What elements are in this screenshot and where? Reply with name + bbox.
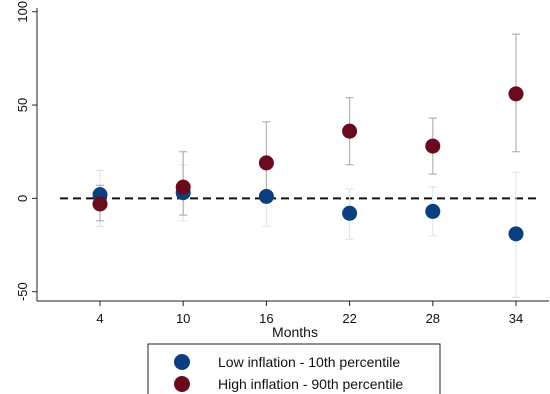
x-tick-label: 22 [342,311,356,326]
data-point-high-inflation [175,179,191,195]
data-point-high-inflation [508,86,524,102]
y-tick-label: 50 [15,98,30,112]
data-point-high-inflation [258,155,274,171]
data-point-low-inflation [258,188,274,204]
x-tick-label: 10 [176,311,190,326]
x-tick-label: 34 [509,311,523,326]
legend-box [147,343,441,394]
y-tick-label: 100 [15,1,30,23]
legend-marker-low-inflation [174,354,190,370]
data-point-high-inflation [92,196,108,212]
data-point-low-inflation [342,205,358,221]
legend-label-high-inflation: High inflation - 90th percentile [218,376,403,392]
legend-label-low-inflation: Low inflation - 10th percentile [218,354,400,370]
legend-marker-high-inflation [174,376,190,392]
y-tick-label: -50 [15,282,30,301]
data-point-low-inflation [425,203,441,219]
legend: Low inflation - 10th percentile High inf… [147,343,441,394]
data-point-high-inflation [425,138,441,154]
plot-area: -50 0 50 100 4 10 16 22 28 34 [15,1,549,326]
y-tick-label: 0 [15,195,30,202]
x-tick-label: 16 [259,311,273,326]
x-tick-label: 28 [426,311,440,326]
x-axis-title: Months [272,324,318,340]
x-tick-label: 4 [96,311,103,326]
data-point-low-inflation [508,226,524,242]
data-point-high-inflation [342,123,358,139]
